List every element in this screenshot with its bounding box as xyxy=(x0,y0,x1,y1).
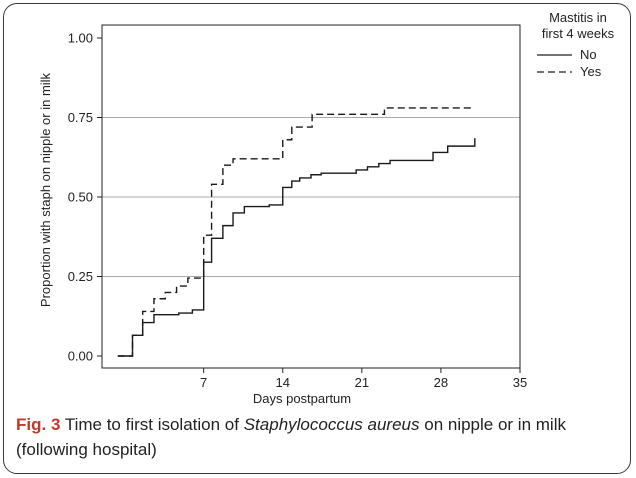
caption-text-before: Time to first isolation of xyxy=(64,415,239,434)
figure-frame xyxy=(3,3,631,474)
gridlines xyxy=(102,117,520,277)
y-axis-label: Proportion with staph on nipple or in mi… xyxy=(38,72,53,307)
series-line-yes xyxy=(117,107,475,357)
y-tick-label: 0.00 xyxy=(68,349,93,364)
caption-text-after: on nipple or in milk (following hospital… xyxy=(16,415,566,459)
y-tick-label: 0.25 xyxy=(68,269,93,284)
x-tick-label: 14 xyxy=(276,375,290,390)
y-tick-label: 1.00 xyxy=(68,31,93,46)
x-tick-label: 28 xyxy=(434,375,448,390)
caption-fig-label: Fig. 3 xyxy=(16,415,61,434)
series-line-no xyxy=(117,138,476,357)
y-tick-label: 0.75 xyxy=(68,110,93,125)
series-lines xyxy=(117,107,476,357)
x-tick-label: 35 xyxy=(513,375,527,390)
x-tick-label: 7 xyxy=(200,375,207,390)
legend-title-line2: first 4 weeks xyxy=(542,26,615,41)
x-tick-label: 21 xyxy=(355,375,369,390)
legend-entry-yes: Yes xyxy=(580,64,602,79)
x-axis-label: Days postpartum xyxy=(253,391,351,406)
legend-title-line1: Mastitis in xyxy=(549,10,607,25)
legend: Mastitis in first 4 weeks No Yes xyxy=(537,10,615,79)
y-axis-ticks: 0.00 0.25 0.50 0.75 1.00 xyxy=(68,31,102,364)
figure-caption: Fig. 3 Time to first isolation of Staphy… xyxy=(16,412,616,462)
y-tick-label: 0.50 xyxy=(68,190,93,205)
x-axis-ticks: 7 14 21 28 35 xyxy=(200,368,527,390)
legend-entry-no: No xyxy=(580,47,597,62)
caption-species: Staphylococcus aureus xyxy=(243,415,420,434)
